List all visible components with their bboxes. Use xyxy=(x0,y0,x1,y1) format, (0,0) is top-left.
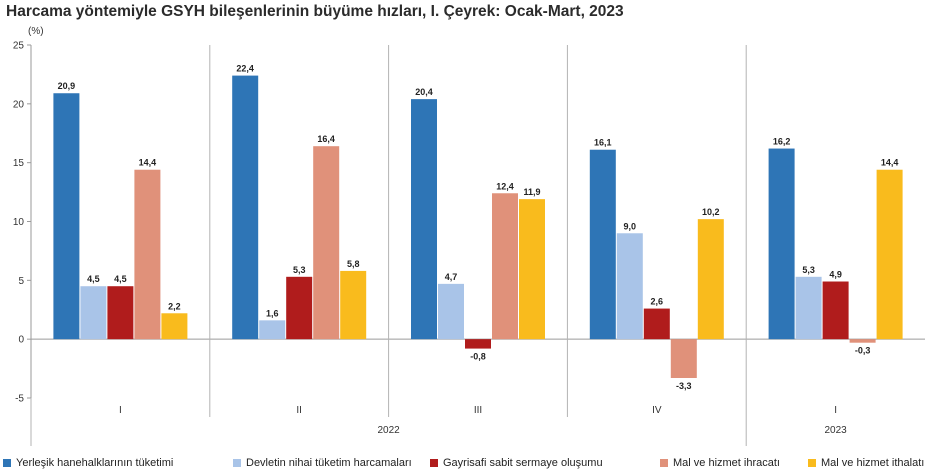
chart-legend: Yerleşik hanehalklarının tüketimi Devleti… xyxy=(0,453,930,473)
bar xyxy=(519,199,545,340)
x-category-label: III xyxy=(474,405,482,416)
data-label: 14,4 xyxy=(139,158,157,168)
legend-item: Devletin nihai tüketim harcamaları xyxy=(233,457,412,469)
bar xyxy=(53,93,80,340)
data-label: 5,8 xyxy=(347,259,360,269)
data-label: 4,5 xyxy=(114,274,127,284)
bar xyxy=(795,276,822,340)
data-label: 16,1 xyxy=(594,138,612,148)
y-tick-label: 10 xyxy=(13,217,25,228)
data-label: -3,3 xyxy=(676,381,692,391)
data-label: -0,3 xyxy=(855,346,871,356)
data-label: 9,0 xyxy=(624,221,637,231)
data-label: 20,9 xyxy=(58,81,76,91)
bar xyxy=(411,99,437,340)
legend-label: Mal ve hizmet ithalatı xyxy=(821,457,925,469)
bar xyxy=(80,286,107,340)
chart-title: Harcama yöntemiyle GSYH bileşenlerinin b… xyxy=(6,3,624,20)
bar xyxy=(768,148,795,340)
bar xyxy=(161,313,188,340)
x-category-label: IV xyxy=(652,405,662,416)
x-category-label: I xyxy=(119,405,122,416)
legend-swatch xyxy=(660,459,668,467)
data-label: 12,4 xyxy=(496,181,514,191)
legend-swatch xyxy=(430,459,438,467)
bar-chart: -5 0 5 10 15 20 25(%) 20,9 4,5 4,5 14,4 2,2 I 22,4 1,6… xyxy=(13,26,925,446)
data-label: 16,4 xyxy=(317,134,335,144)
x-category-label: I xyxy=(834,405,837,416)
legend-label: Yerleşik hanehalklarının tüketimi xyxy=(16,457,174,469)
data-label: 1,6 xyxy=(266,308,279,318)
legend-item: Mal ve hizmet ihracatı xyxy=(660,457,780,469)
x-category-label: II xyxy=(296,405,302,416)
data-label: 5,3 xyxy=(802,265,815,275)
legend-item: Yerleşik hanehalklarının tüketimi xyxy=(3,457,173,469)
bar xyxy=(286,276,313,340)
bar xyxy=(438,283,464,340)
bar xyxy=(589,149,616,340)
bar xyxy=(340,270,367,340)
legend-label: Mal ve hizmet ihracatı xyxy=(673,457,780,469)
data-label: 5,3 xyxy=(293,265,306,275)
bar xyxy=(492,193,518,340)
data-label: 2,6 xyxy=(651,297,664,307)
x-year-label: 2022 xyxy=(377,425,400,436)
y-tick-label: 25 xyxy=(13,41,25,52)
legend-label: Devletin nihai tüketim harcamaları xyxy=(246,457,412,469)
legend-swatch xyxy=(808,459,816,467)
data-label: 14,4 xyxy=(881,158,899,168)
bar xyxy=(822,281,849,340)
y-axis-unit-label: (%) xyxy=(28,26,44,37)
bar xyxy=(616,233,643,340)
bar xyxy=(643,308,670,340)
data-label: 16,2 xyxy=(773,137,791,147)
y-tick-label: -5 xyxy=(15,394,24,405)
data-label: 4,7 xyxy=(445,272,458,282)
data-label: 22,4 xyxy=(236,64,254,74)
data-label: 4,5 xyxy=(87,274,100,284)
bar xyxy=(876,169,903,340)
legend-item: Gayrisafi sabit sermaye oluşumu xyxy=(430,457,603,469)
bar xyxy=(107,286,134,340)
data-label: -0,8 xyxy=(470,352,486,362)
bar xyxy=(697,219,724,340)
bar xyxy=(134,169,161,340)
bar xyxy=(232,75,259,340)
data-label: 2,2 xyxy=(168,301,181,311)
data-label: 20,4 xyxy=(415,87,433,97)
bar xyxy=(259,320,286,340)
bar xyxy=(670,339,697,378)
legend-item: Mal ve hizmet ithalatı xyxy=(808,457,924,469)
legend-swatch xyxy=(3,459,11,467)
y-tick-label: 20 xyxy=(13,99,25,110)
bar xyxy=(849,339,876,343)
bar xyxy=(465,339,491,349)
y-tick-label: 15 xyxy=(13,158,25,169)
data-label: 11,9 xyxy=(523,187,540,197)
legend-swatch xyxy=(233,459,241,467)
bar xyxy=(313,146,340,340)
legend-label: Gayrisafi sabit sermaye oluşumu xyxy=(443,457,603,469)
y-tick-label: 0 xyxy=(18,335,24,346)
data-label: 10,2 xyxy=(702,207,720,217)
data-label: 4,9 xyxy=(829,270,842,280)
y-tick-label: 5 xyxy=(18,276,24,287)
x-year-label: 2023 xyxy=(824,425,847,436)
